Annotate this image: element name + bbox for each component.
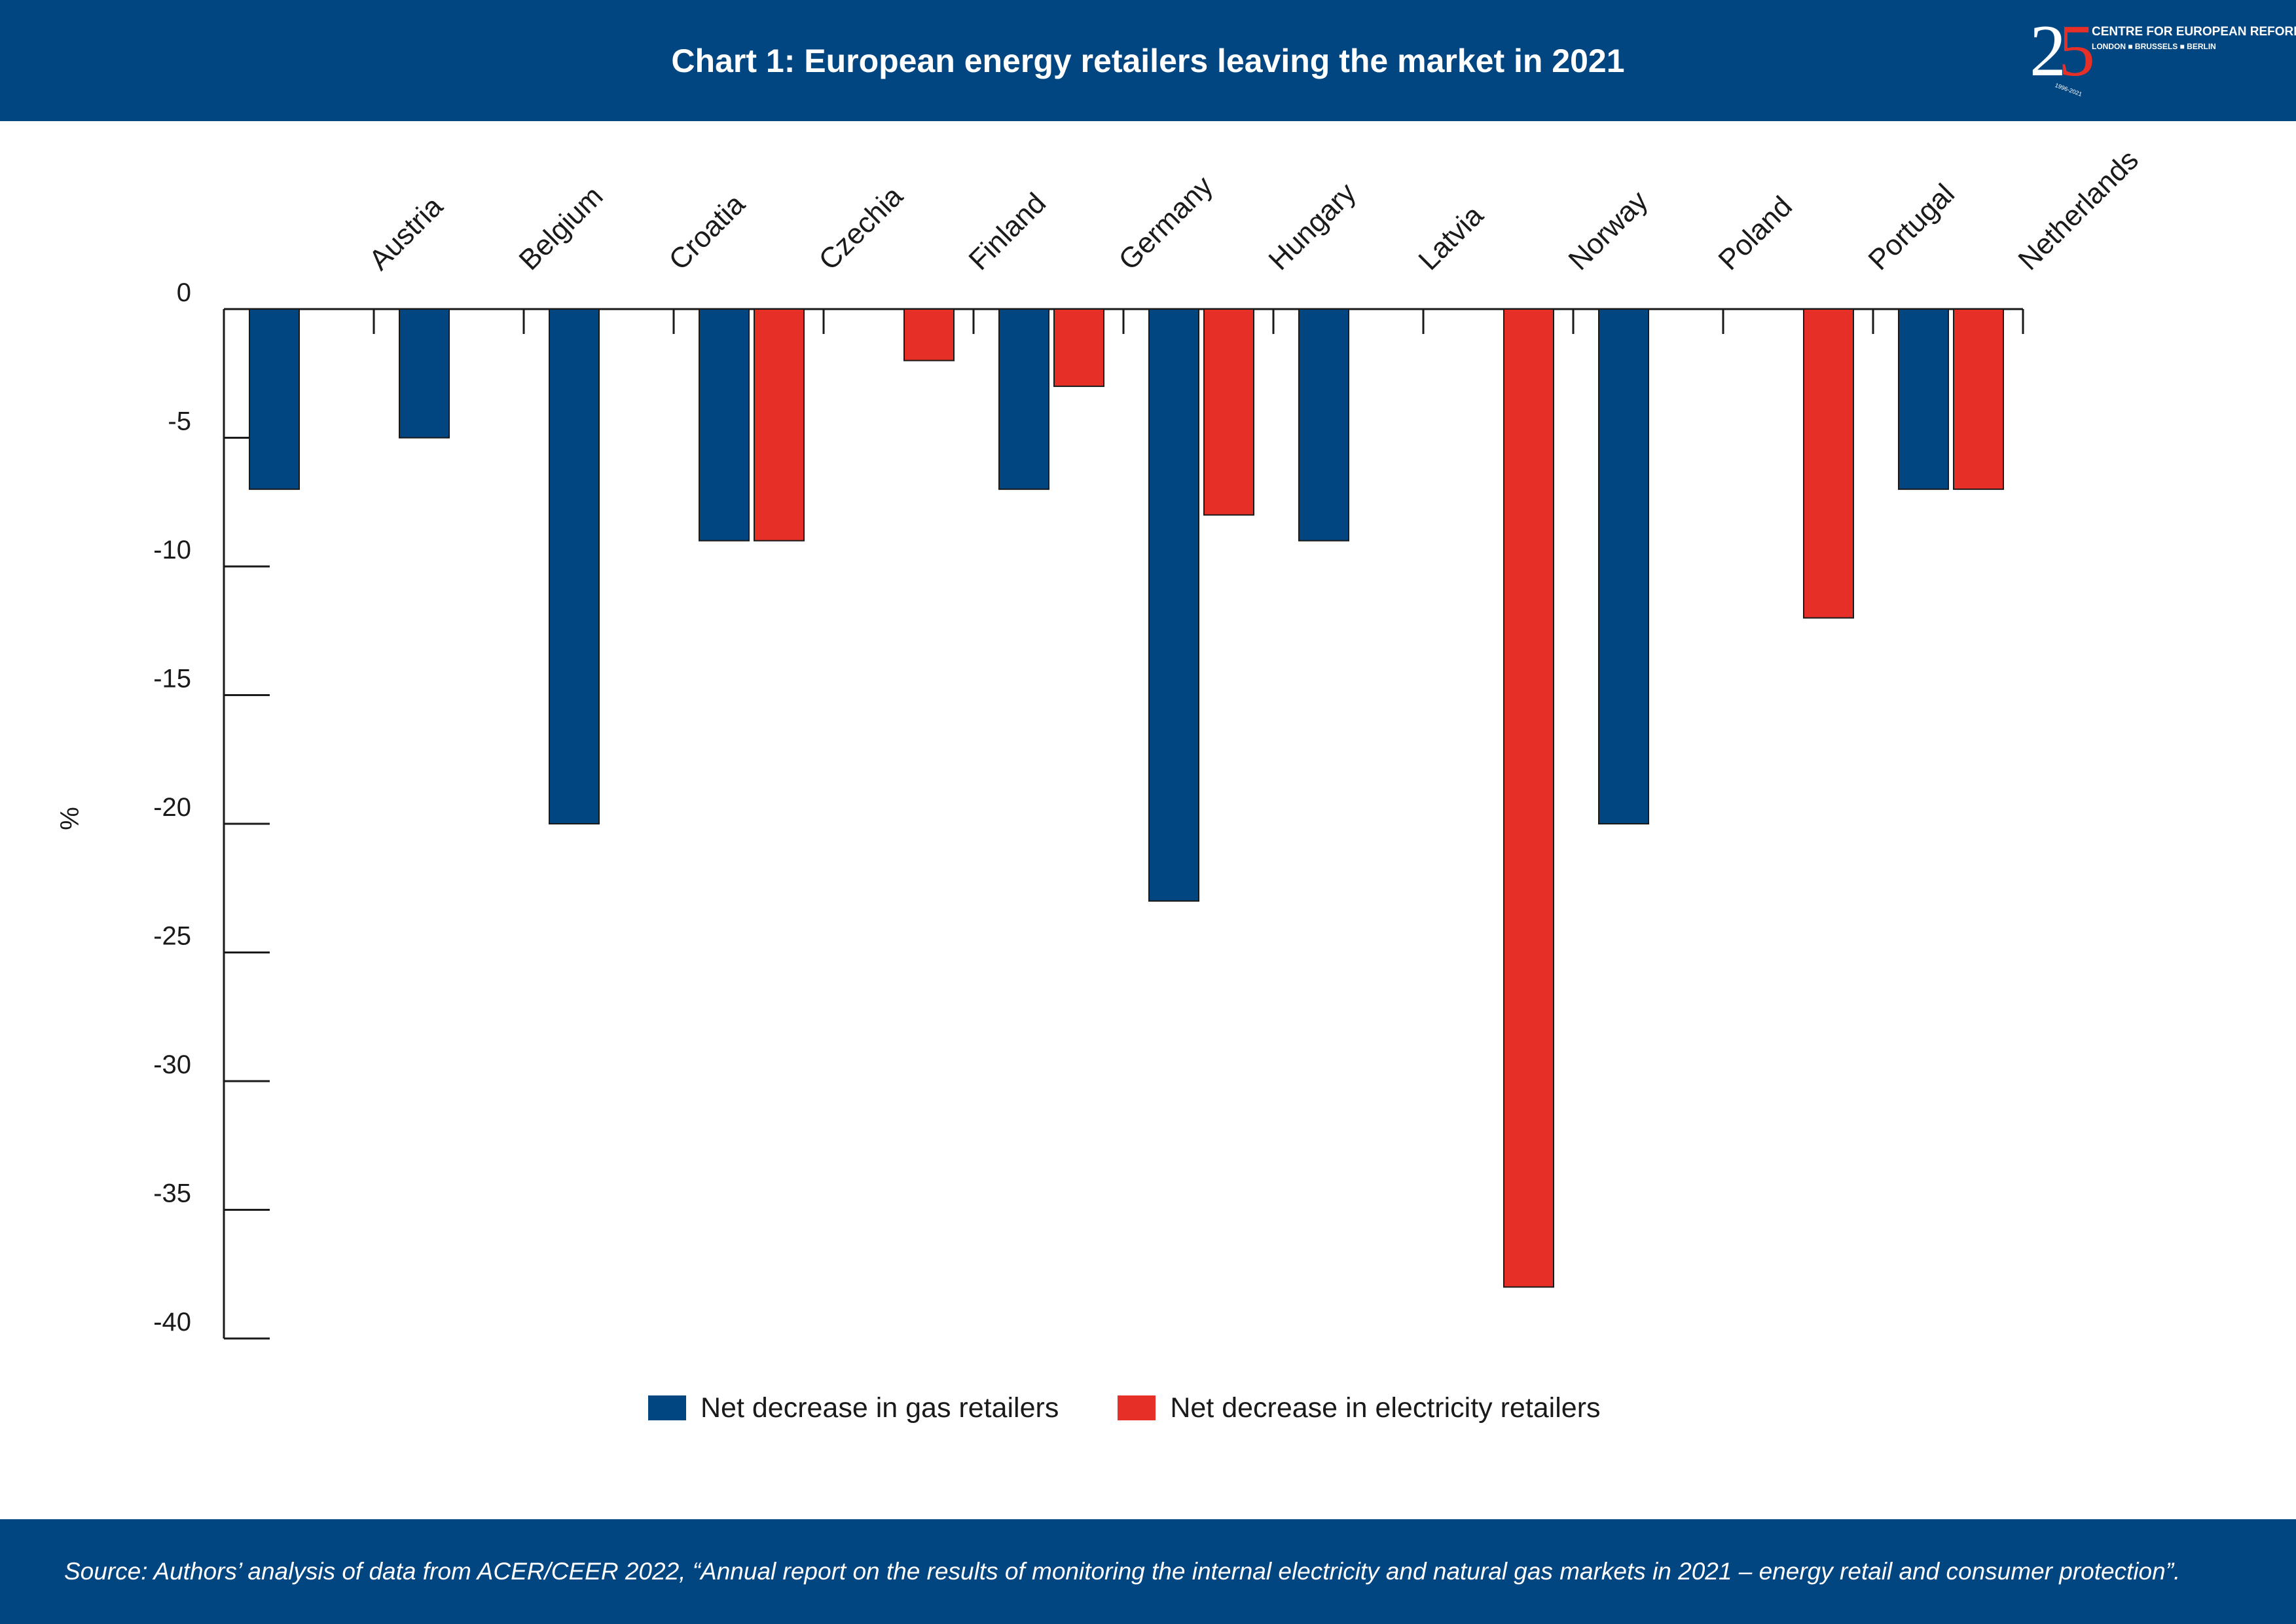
bar-electricity-czechia (754, 308, 805, 542)
y-tick-label: -20 (153, 793, 191, 822)
y-tick-label: -35 (153, 1179, 191, 1208)
bar-electricity-netherlands (1953, 308, 2004, 490)
bar-chart: 0 -5 -10 -15 -20 -25 -30 -35 -40% Austria Belgium C… (56, 144, 2145, 1340)
bar-gas-czechia (699, 308, 750, 542)
logo-name: CENTRE FOR EUROPEAN REFORM (2092, 25, 2296, 39)
bar-gas-germany (998, 308, 1049, 490)
bar-gas-hungary (1148, 308, 1199, 902)
x-category-label: Poland (1712, 191, 1798, 277)
bar-electricity-finland (903, 308, 955, 361)
legend-item-electricity: Net decrease in electricity retailers (1118, 1392, 1601, 1424)
logo-25-mark: 25 (2030, 14, 2095, 88)
y-axis-title: % (56, 807, 84, 830)
x-category-label: Hungary (1262, 177, 1362, 276)
x-category-label: Netherlands (2012, 144, 2144, 276)
footer-bar: Source: Authors’ analysis of data from A… (0, 1519, 2296, 1624)
x-category-label: Germany (1112, 170, 1219, 276)
bar-electricity-norway (1503, 308, 1554, 1288)
bar-gas-netherlands (1898, 308, 1949, 490)
legend-swatch-electricity (1118, 1395, 1156, 1420)
x-category-label: Croatia (663, 188, 751, 276)
bar-gas-poland (1598, 308, 1649, 824)
x-category-label: Czechia (812, 180, 909, 276)
bar-gas-austria (249, 308, 300, 490)
y-tick-label: -25 (153, 922, 191, 951)
bar-electricity-portugal (1803, 308, 1854, 619)
legend-label-electricity: Net decrease in electricity retailers (1170, 1392, 1601, 1424)
x-category-label: Portugal (1862, 178, 1961, 277)
x-category-label: Austria (363, 190, 449, 276)
chart-legend: Net decrease in gas retailers Net decrea… (648, 1388, 1660, 1428)
x-category-label: Finland (962, 187, 1052, 276)
bar-gas-latvia (1298, 308, 1349, 542)
cer-logo: 25 CENTRE FOR EUROPEAN REFORM LONDON ■ B… (2030, 14, 2296, 107)
y-tick-label: -15 (153, 665, 191, 693)
legend-item-gas: Net decrease in gas retailers (648, 1392, 1059, 1424)
header-bar: Chart 1: European energy retailers leavi… (0, 0, 2296, 121)
y-tick-label: -30 (153, 1050, 191, 1079)
bar-gas-belgium (399, 308, 450, 439)
source-note: Source: Authors’ analysis of data from A… (64, 1558, 2181, 1585)
chart-title: Chart 1: European energy retailers leavi… (671, 42, 1625, 79)
bar-electricity-germany (1053, 308, 1104, 387)
y-tick-label: 0 (177, 278, 191, 307)
y-tick-label: -10 (153, 536, 191, 564)
logo-digit-5: 5 (2058, 10, 2095, 92)
x-category-label: Belgium (513, 180, 609, 276)
y-tick-label: -5 (168, 407, 191, 436)
legend-swatch-gas (648, 1395, 686, 1420)
bar-gas-croatia (549, 308, 600, 824)
x-category-label: Norway (1562, 185, 1654, 276)
logo-cities: LONDON ■ BRUSSELS ■ BERLIN (2092, 42, 2216, 51)
logo-digit-2: 2 (2030, 10, 2066, 92)
legend-label-gas: Net decrease in gas retailers (701, 1392, 1059, 1424)
bar-electricity-hungary (1203, 308, 1254, 516)
x-category-label: Latvia (1412, 199, 1489, 276)
y-tick-label: -40 (153, 1308, 191, 1337)
